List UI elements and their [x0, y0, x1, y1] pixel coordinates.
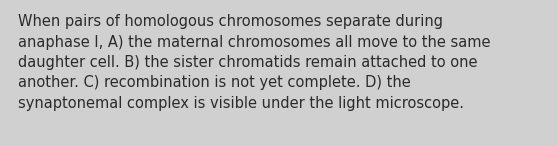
Text: another. C) recombination is not yet complete. D) the: another. C) recombination is not yet com…	[18, 75, 411, 91]
Text: When pairs of homologous chromosomes separate during: When pairs of homologous chromosomes sep…	[18, 14, 443, 29]
Text: daughter cell. B) the sister chromatids remain attached to one: daughter cell. B) the sister chromatids …	[18, 55, 478, 70]
Text: anaphase I, A) the maternal chromosomes all move to the same: anaphase I, A) the maternal chromosomes …	[18, 34, 490, 49]
Text: synaptonemal complex is visible under the light microscope.: synaptonemal complex is visible under th…	[18, 96, 464, 111]
